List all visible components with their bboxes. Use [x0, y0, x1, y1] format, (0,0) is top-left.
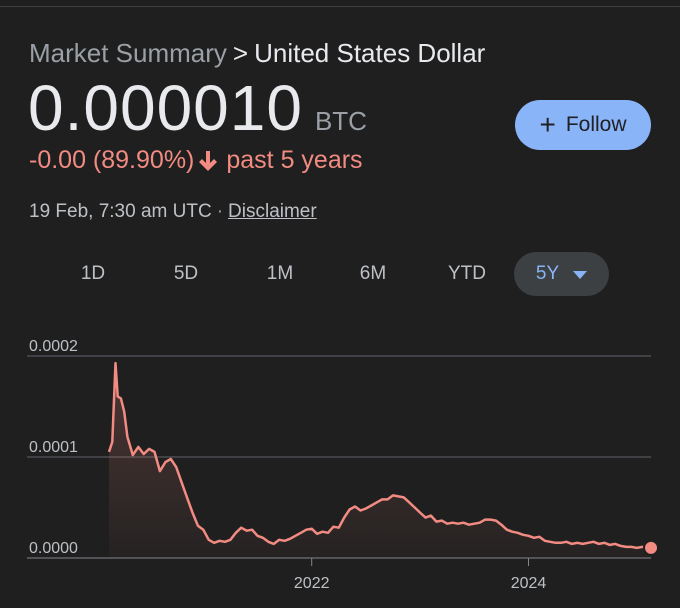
price-change: -0.00 (89.90%) past 5 years — [29, 146, 363, 175]
y-tick-label: 0.0002 — [29, 338, 78, 355]
price-chart: 0.0000 0.0001 0.0002 2022 2024 — [27, 338, 659, 592]
price-value: 0.000010 — [28, 72, 303, 144]
range-1m-label: 1M — [266, 263, 294, 284]
range-6m[interactable]: 6M — [342, 252, 404, 296]
timestamp: 19 Feb, 7:30 am UTC — [29, 201, 212, 222]
breadcrumb: Market Summary > United States Dollar — [29, 38, 485, 69]
range-5y-label: 5Y — [535, 263, 560, 285]
x-tick-label: 2022 — [294, 575, 330, 592]
range-1m[interactable]: 1M — [249, 252, 311, 296]
y-tick-label: 0.0001 — [29, 439, 78, 456]
price-currency: BTC — [314, 106, 367, 136]
meta-separator: · — [216, 201, 224, 222]
arrow-down-icon — [198, 150, 218, 172]
follow-label: Follow — [565, 113, 627, 136]
range-ytd-label: YTD — [448, 263, 486, 284]
plus-icon: + — [539, 109, 556, 140]
timestamp-row: 19 Feb, 7:30 am UTC · Disclaimer — [29, 201, 317, 223]
price-line — [107, 361, 652, 550]
range-6m-label: 6M — [359, 263, 387, 284]
price-area — [109, 363, 651, 558]
dropdown-caret-icon — [573, 252, 588, 296]
range-1d[interactable]: 1D — [62, 252, 124, 296]
range-5d[interactable]: 5D — [155, 252, 217, 296]
change-value: -0.00 (89.90%) — [29, 146, 195, 174]
breadcrumb-root[interactable]: Market Summary — [29, 38, 227, 68]
change-period: past 5 years — [226, 146, 363, 174]
price-row: 0.000010 BTC — [28, 76, 367, 140]
top-divider — [0, 6, 680, 7]
current-price-dot — [643, 539, 659, 556]
range-5d-label: 5D — [173, 263, 199, 284]
breadcrumb-current: United States Dollar — [254, 38, 486, 68]
x-axis-labels: 2022 2024 — [294, 558, 546, 592]
range-1d-label: 1D — [80, 263, 106, 284]
range-5y[interactable]: 5Y — [514, 252, 609, 296]
breadcrumb-separator: > — [232, 38, 249, 68]
y-tick-label: 0.0000 — [29, 540, 78, 557]
x-tick-label: 2024 — [511, 575, 547, 592]
follow-button[interactable]: + Follow — [515, 100, 651, 150]
disclaimer-link[interactable]: Disclaimer — [228, 201, 317, 222]
range-selector: 1D 5D 1M 6M YTD 5Y — [0, 252, 680, 296]
range-ytd[interactable]: YTD — [434, 252, 500, 296]
y-axis-labels: 0.0000 0.0001 0.0002 — [29, 338, 78, 557]
